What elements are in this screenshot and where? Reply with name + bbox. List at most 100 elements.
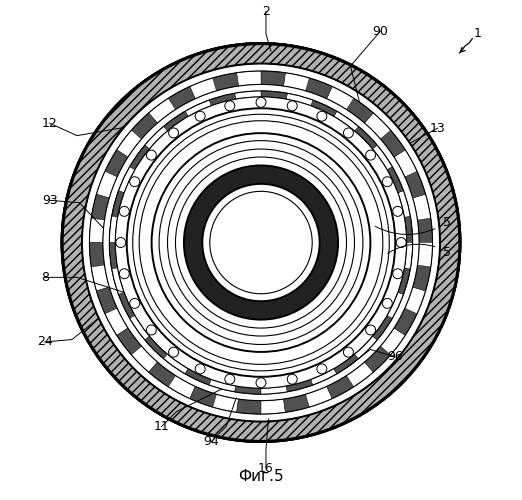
Wedge shape bbox=[387, 292, 404, 318]
Wedge shape bbox=[428, 298, 450, 314]
Text: 5: 5 bbox=[444, 246, 452, 259]
Wedge shape bbox=[63, 262, 84, 274]
Wedge shape bbox=[298, 416, 313, 437]
Wedge shape bbox=[394, 110, 416, 130]
Wedge shape bbox=[283, 72, 310, 91]
Text: 5: 5 bbox=[444, 216, 452, 229]
Wedge shape bbox=[431, 181, 453, 196]
Wedge shape bbox=[283, 394, 310, 412]
Wedge shape bbox=[280, 420, 292, 440]
Wedge shape bbox=[413, 194, 431, 220]
Circle shape bbox=[393, 206, 402, 216]
Wedge shape bbox=[436, 201, 457, 214]
Wedge shape bbox=[261, 71, 286, 86]
Wedge shape bbox=[359, 76, 378, 98]
Wedge shape bbox=[63, 222, 83, 233]
Wedge shape bbox=[305, 386, 333, 407]
Wedge shape bbox=[113, 102, 135, 123]
Wedge shape bbox=[72, 172, 94, 187]
Wedge shape bbox=[311, 368, 337, 385]
Wedge shape bbox=[261, 386, 287, 394]
Wedge shape bbox=[106, 110, 128, 130]
Wedge shape bbox=[72, 298, 94, 314]
Wedge shape bbox=[89, 134, 111, 153]
Wedge shape bbox=[89, 218, 104, 242]
Circle shape bbox=[129, 176, 140, 186]
Wedge shape bbox=[307, 100, 413, 385]
Text: 11: 11 bbox=[153, 420, 170, 433]
Circle shape bbox=[169, 347, 179, 357]
Wedge shape bbox=[354, 126, 377, 149]
Circle shape bbox=[151, 133, 371, 352]
Text: 2: 2 bbox=[262, 5, 270, 18]
Circle shape bbox=[146, 150, 157, 160]
Wedge shape bbox=[84, 324, 106, 342]
Wedge shape bbox=[394, 150, 417, 177]
Wedge shape bbox=[65, 270, 86, 284]
Wedge shape bbox=[411, 332, 433, 351]
Wedge shape bbox=[97, 172, 117, 198]
Wedge shape bbox=[325, 406, 342, 428]
Wedge shape bbox=[413, 265, 431, 291]
Wedge shape bbox=[109, 216, 117, 242]
Wedge shape bbox=[251, 422, 261, 442]
Text: 13: 13 bbox=[430, 122, 445, 134]
Circle shape bbox=[129, 298, 140, 308]
Circle shape bbox=[365, 325, 376, 335]
Wedge shape bbox=[129, 316, 149, 340]
Wedge shape bbox=[236, 71, 261, 86]
Wedge shape bbox=[79, 316, 101, 333]
Wedge shape bbox=[189, 386, 217, 407]
Wedge shape bbox=[416, 143, 438, 162]
Wedge shape bbox=[236, 399, 261, 414]
Wedge shape bbox=[89, 332, 111, 351]
Wedge shape bbox=[381, 369, 401, 390]
Circle shape bbox=[287, 101, 297, 111]
Wedge shape bbox=[405, 287, 425, 314]
Wedge shape bbox=[79, 152, 101, 170]
Wedge shape bbox=[305, 78, 333, 98]
Wedge shape bbox=[105, 308, 128, 336]
Wedge shape bbox=[398, 190, 410, 217]
Wedge shape bbox=[220, 418, 233, 439]
Wedge shape bbox=[235, 91, 261, 99]
Wedge shape bbox=[347, 98, 373, 123]
Wedge shape bbox=[185, 100, 211, 116]
Wedge shape bbox=[152, 70, 172, 92]
Wedge shape bbox=[212, 394, 239, 412]
Wedge shape bbox=[251, 44, 261, 64]
Wedge shape bbox=[100, 118, 122, 138]
Wedge shape bbox=[325, 57, 342, 79]
Wedge shape bbox=[163, 111, 188, 131]
Wedge shape bbox=[132, 346, 158, 372]
Wedge shape bbox=[144, 388, 163, 409]
Wedge shape bbox=[405, 216, 413, 242]
Wedge shape bbox=[180, 406, 197, 428]
Wedge shape bbox=[240, 44, 252, 64]
Circle shape bbox=[127, 108, 395, 377]
Wedge shape bbox=[112, 268, 124, 294]
Wedge shape bbox=[406, 340, 428, 359]
Wedge shape bbox=[171, 61, 188, 83]
Wedge shape bbox=[128, 376, 148, 397]
Wedge shape bbox=[286, 93, 313, 106]
Text: Фиг.5: Фиг.5 bbox=[238, 468, 284, 483]
Wedge shape bbox=[189, 410, 206, 432]
Wedge shape bbox=[424, 306, 447, 324]
Wedge shape bbox=[424, 162, 447, 178]
Circle shape bbox=[365, 150, 376, 160]
Wedge shape bbox=[132, 113, 158, 139]
Wedge shape bbox=[199, 50, 215, 72]
Wedge shape bbox=[185, 368, 211, 385]
Wedge shape bbox=[94, 126, 116, 145]
Wedge shape bbox=[235, 386, 261, 394]
Wedge shape bbox=[270, 420, 282, 441]
Wedge shape bbox=[364, 346, 390, 372]
Wedge shape bbox=[152, 392, 172, 415]
Wedge shape bbox=[416, 324, 438, 342]
Circle shape bbox=[225, 374, 235, 384]
Circle shape bbox=[287, 374, 297, 384]
Wedge shape bbox=[209, 416, 224, 437]
Wedge shape bbox=[434, 280, 456, 294]
Wedge shape bbox=[240, 420, 252, 441]
